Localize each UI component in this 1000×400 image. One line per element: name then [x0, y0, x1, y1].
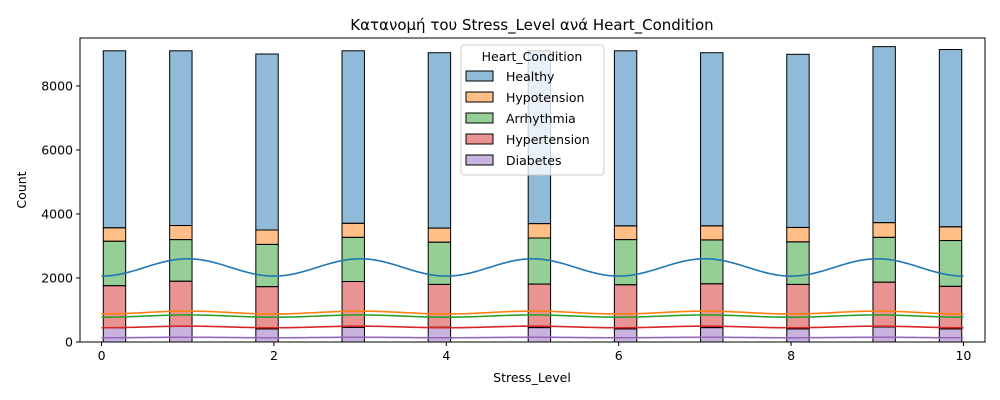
x-tick-label-8: 8: [787, 348, 795, 363]
kde-hypertension: [101, 325, 964, 329]
bar-hypotension-10: [938, 226, 963, 242]
x-tick-label-10: 10: [955, 348, 971, 363]
legend-label-arrhythmia: Arrhythmia: [506, 111, 576, 126]
y-tick-label-2000: 2000: [41, 271, 73, 286]
legend-label-hypertension: Hypertension: [506, 132, 590, 147]
bar-diabetes-0: [102, 327, 127, 343]
y-axis: 0 2000 4000 6000 8000: [41, 79, 80, 350]
legend: Heart_Condition Healthy Hypotension Arrhyt…: [460, 44, 605, 176]
bar-diabetes-1: [169, 325, 193, 343]
legend-label-hypotension: Hypotension: [506, 90, 584, 105]
legend-items: Healthy Hypotension Arrhythmia Hypertension…: [465, 69, 590, 168]
y-tick-label-4000: 4000: [41, 207, 73, 222]
bar-diabetes-2: [255, 328, 279, 343]
legend-swatch-healthy: [465, 70, 494, 82]
bar-arrhythmia-8: [786, 241, 810, 285]
bar-healthy-10: [938, 49, 963, 228]
bar-arrhythmia-2: [255, 243, 279, 288]
bar-healthy-2: [255, 53, 279, 231]
kde-diabetes: [101, 336, 964, 339]
bar-hypertension-10: [938, 285, 963, 330]
x-tick-label-4: 4: [442, 348, 450, 363]
bar-diabetes-6: [613, 328, 638, 343]
bar-diabetes-5: [527, 327, 552, 343]
y-axis-label: Count: [14, 171, 29, 208]
bar-diabetes-3: [341, 326, 365, 343]
bar-hypertension-2: [255, 286, 279, 330]
legend-label-diabetes: Diabetes: [506, 153, 562, 168]
kde-hypotension: [101, 310, 964, 315]
bar-hypotension-3: [341, 222, 365, 238]
bar-hypertension-6: [613, 284, 638, 330]
bar-healthy-1: [169, 50, 193, 227]
bar-hypertension-9: [872, 281, 896, 328]
bar-healthy-9: [872, 46, 896, 224]
bar-hypertension-5: [527, 283, 552, 329]
legend-box: [460, 44, 605, 176]
bar-hypotension-2: [255, 229, 279, 245]
bar-hypertension-7: [700, 283, 724, 329]
bar-arrhythmia-6: [613, 239, 638, 286]
bar-healthy-7: [700, 52, 724, 227]
legend-swatch-hypertension: [465, 133, 494, 145]
bars-layer: [102, 46, 963, 343]
x-tick-label-0: 0: [98, 348, 106, 363]
kde-healthy: [101, 257, 964, 277]
bar-healthy-4: [427, 52, 452, 229]
bar-diabetes-8: [786, 328, 810, 343]
chart-title: Κατανομή του Stress_Level ανά Heart_Cond…: [350, 16, 713, 35]
y-tick-label-0: 0: [65, 335, 73, 350]
bar-hypotension-9: [872, 222, 896, 238]
bar-hypotension-7: [700, 225, 724, 241]
bar-diabetes-9: [872, 326, 896, 343]
bar-hypotension-0: [102, 227, 127, 242]
x-tick-label-6: 6: [615, 348, 623, 363]
bar-arrhythmia-7: [700, 239, 724, 285]
plot-frame: [79, 37, 986, 343]
legend-label-healthy: Healthy: [506, 69, 555, 84]
bar-healthy-8: [786, 53, 810, 228]
bar-hypertension-8: [786, 283, 810, 330]
x-axis-label: Stress_Level: [493, 370, 571, 385]
y-tick-label-6000: 6000: [41, 143, 73, 158]
legend-swatch-arrhythmia: [465, 112, 494, 124]
bar-hypotension-6: [613, 225, 638, 241]
bar-hypertension-4: [427, 283, 452, 328]
y-tick-label-8000: 8000: [41, 79, 73, 94]
bar-arrhythmia-10: [938, 240, 963, 287]
bar-hypotension-1: [169, 225, 193, 241]
bar-hypertension-3: [341, 281, 365, 328]
kde-layer: [101, 257, 964, 339]
bar-hypertension-1: [169, 280, 193, 327]
kde-arrhythmia: [101, 314, 964, 318]
bar-diabetes-4: [427, 326, 452, 343]
legend-swatch-diabetes: [465, 154, 494, 166]
bar-diabetes-10: [938, 328, 963, 343]
bar-diabetes-7: [700, 327, 724, 343]
bar-arrhythmia-5: [527, 237, 552, 285]
bar-arrhythmia-0: [102, 240, 127, 287]
bar-hypotension-8: [786, 226, 810, 243]
bar-healthy-3: [341, 50, 365, 224]
x-tick-label-2: 2: [270, 348, 278, 363]
bar-hypotension-5: [527, 223, 552, 239]
bar-healthy-6: [613, 50, 638, 227]
bar-arrhythmia-4: [427, 241, 452, 285]
x-axis: 0 2 4 6 8 10: [98, 342, 971, 363]
bar-healthy-0: [102, 50, 127, 229]
bar-hypotension-4: [427, 227, 452, 243]
bar-hypertension-0: [102, 285, 127, 329]
legend-title: Heart_Condition: [482, 49, 583, 64]
legend-swatch-hypotension: [465, 91, 494, 103]
